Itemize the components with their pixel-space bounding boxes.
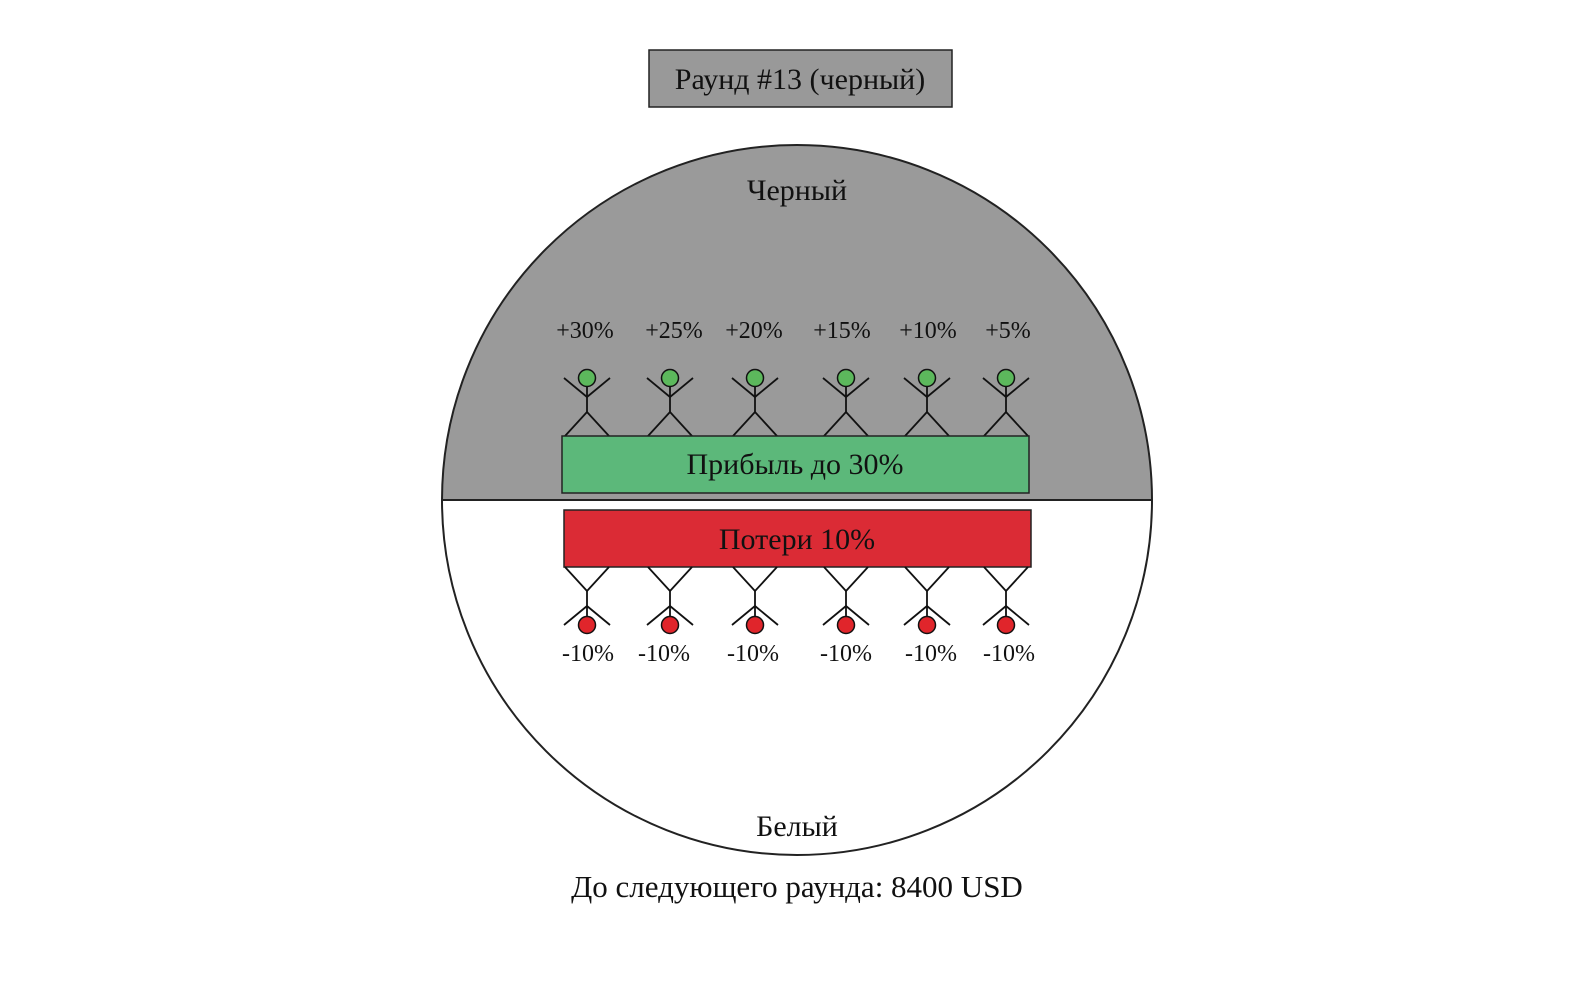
loser-figure: -10% xyxy=(982,566,1035,667)
black-half xyxy=(442,145,1152,500)
loser-figure: -10% xyxy=(638,566,694,667)
round-title: Раунд #13 (черный) xyxy=(675,63,925,96)
profit-bar-label: Прибыль до 30% xyxy=(686,448,903,481)
loser-head-icon xyxy=(745,615,765,635)
winner-percent-label: +10% xyxy=(899,318,957,344)
loser-percent-label: -10% xyxy=(983,641,1035,667)
next-round-text: До следующего раунда: 8400 USD xyxy=(571,869,1023,904)
loser-percent-label: -10% xyxy=(820,641,872,667)
loser-figure: -10% xyxy=(727,566,779,667)
winner-head-icon xyxy=(577,368,597,388)
winner-head-icon xyxy=(660,368,680,388)
loser-percent-label: -10% xyxy=(905,641,957,667)
loser-percent-label: -10% xyxy=(562,641,614,667)
loser-percent-label: -10% xyxy=(638,641,690,667)
winner-figure: +15% xyxy=(813,318,871,437)
loser-head-icon xyxy=(917,615,937,635)
winner-figure: +10% xyxy=(899,318,957,437)
winner-percent-label: +15% xyxy=(813,318,871,344)
loser-percent-label: -10% xyxy=(727,641,779,667)
loser-figure: -10% xyxy=(820,566,872,667)
winner-figure: +30% xyxy=(556,318,614,437)
winner-percent-label: +5% xyxy=(985,318,1031,344)
losers-group: -10% -10% -10% -10% -10% -10% xyxy=(562,566,1035,667)
loser-head-icon xyxy=(996,615,1016,635)
loser-head-icon xyxy=(836,615,856,635)
winner-figure: +5% xyxy=(982,318,1031,437)
loser-figure: -10% xyxy=(903,566,957,667)
black-half-label: Черный xyxy=(747,174,847,207)
winners-group: +30% +25% +20% +15% +10% +5% xyxy=(556,318,1031,437)
loser-head-icon xyxy=(660,615,680,635)
winner-head-icon xyxy=(917,368,937,388)
winner-head-icon xyxy=(996,368,1016,388)
loser-head-icon xyxy=(577,615,597,635)
white-half xyxy=(442,500,1152,855)
winner-head-icon xyxy=(745,368,765,388)
loss-bar-label: Потери 10% xyxy=(719,523,875,556)
profit-bar xyxy=(561,435,1030,494)
winner-percent-label: +30% xyxy=(556,318,614,344)
winner-figure: +25% xyxy=(645,318,703,437)
winner-percent-label: +20% xyxy=(725,318,783,344)
loss-bar xyxy=(563,509,1032,568)
round-title-box xyxy=(648,49,953,108)
winner-figure: +20% xyxy=(725,318,783,437)
loser-figure: -10% xyxy=(562,566,614,667)
white-half-label: Белый xyxy=(756,810,838,843)
winner-percent-label: +25% xyxy=(645,318,703,344)
winner-head-icon xyxy=(836,368,856,388)
